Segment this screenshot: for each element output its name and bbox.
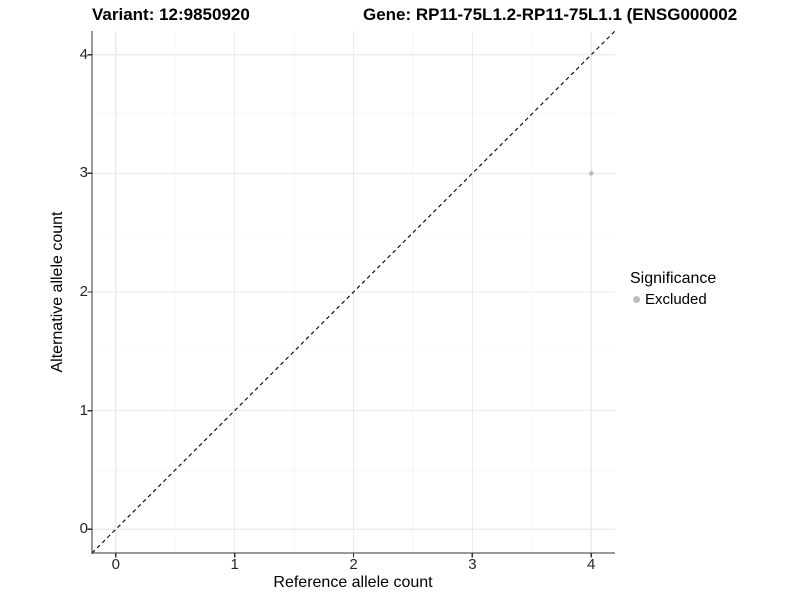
plot-title-gene: Gene: RP11-75L1.2-RP11-75L1.1 (ENSG00000… <box>363 5 738 24</box>
y-axis-title: Alternative allele count <box>49 211 66 373</box>
y-tick-label: 2 <box>79 283 88 300</box>
identity-dashed-line <box>91 30 616 554</box>
y-tick-label: 3 <box>79 164 88 182</box>
legend-entry-label: Excluded <box>645 291 707 308</box>
y-tick-label: 4 <box>79 45 88 63</box>
x-axis-title: Reference allele count <box>273 574 433 591</box>
legend-entry-excluded: Excluded <box>630 291 716 308</box>
plot-title-variant: Variant: 12:9850920 <box>92 5 250 24</box>
x-tick-label: 3 <box>468 556 477 573</box>
x-tick-label: 1 <box>230 556 239 573</box>
x-tick-label: 2 <box>349 556 358 573</box>
legend-point-icon <box>633 296 640 303</box>
legend-title: Significance <box>630 270 717 287</box>
x-tick-label: 0 <box>111 556 120 573</box>
data-point <box>588 171 594 176</box>
x-tick-label: 4 <box>587 556 596 573</box>
y-tick-label: 0 <box>79 520 88 538</box>
legend: Significance Excluded <box>630 270 716 308</box>
y-tick-label: 1 <box>79 401 88 419</box>
